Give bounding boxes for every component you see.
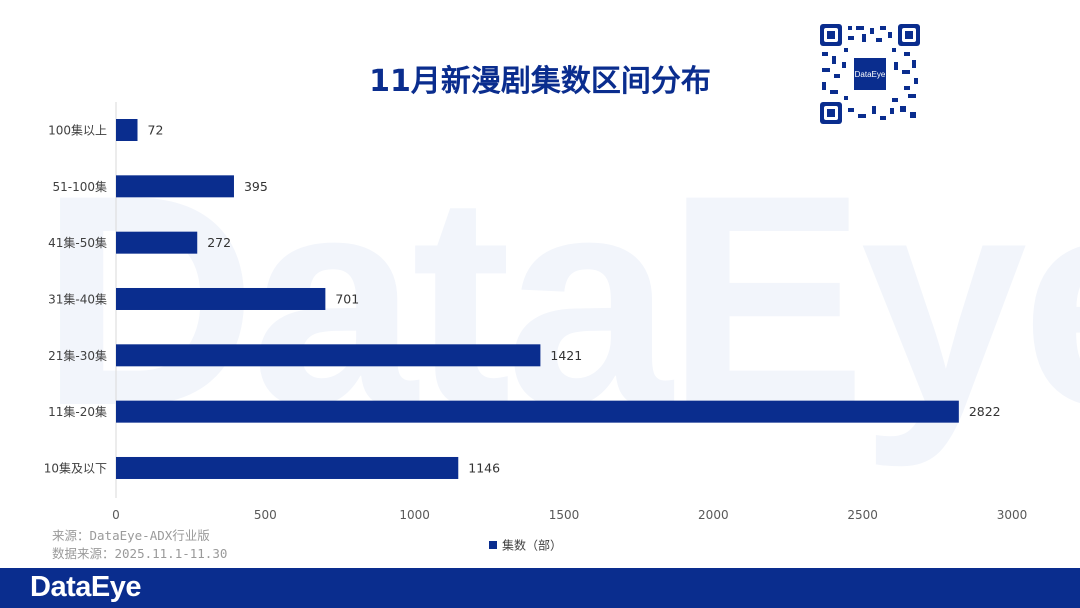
- legend-label: 集数（部）: [502, 538, 562, 553]
- x-tick-label: 1000: [399, 508, 430, 522]
- bar: [116, 175, 234, 198]
- bar: [116, 119, 138, 141]
- bar-chart: 100集以上 72 51-100集 395 41集-50集 272 31集-40集 701 21…: [44, 102, 1028, 553]
- data-label: 1146: [468, 460, 500, 475]
- bar: [116, 400, 959, 423]
- category-label: 21集-30集: [48, 348, 107, 363]
- footer-bar: DataEye: [0, 568, 1080, 608]
- source-note: 来源：DataEye-ADX行业版 数据来源：2025.11.1-11.30: [52, 527, 227, 563]
- x-tick-label: 3000: [997, 508, 1028, 522]
- chart-title: 11月新漫剧集数区间分布: [369, 64, 711, 99]
- category-label: 100集以上: [48, 123, 107, 138]
- data-label: 395: [244, 179, 268, 194]
- bar: [116, 287, 326, 310]
- bar: [116, 456, 459, 479]
- x-tick-label: 1500: [549, 508, 580, 522]
- x-tick-label: 2500: [847, 508, 878, 522]
- source-line: 来源：DataEye-ADX行业版: [52, 528, 210, 543]
- data-label: 701: [335, 291, 359, 306]
- category-label: 10集及以下: [44, 460, 107, 475]
- x-tick-label: 0: [112, 508, 120, 522]
- data-label: 1421: [550, 348, 582, 363]
- qr-center-label: DataEye: [855, 70, 886, 79]
- bar: [116, 231, 198, 254]
- bar: [116, 344, 541, 367]
- source-date-line: 数据来源：2025.11.1-11.30: [52, 546, 228, 561]
- data-label: 272: [207, 235, 231, 250]
- x-tick-label: 2000: [698, 508, 729, 522]
- category-label: 51-100集: [52, 179, 107, 194]
- data-label: 2822: [969, 404, 1001, 419]
- footer-logo: DataEye: [30, 571, 141, 603]
- data-label: 72: [148, 123, 164, 138]
- x-tick-label: 500: [254, 508, 277, 522]
- legend-swatch: [489, 541, 497, 549]
- category-label: 41集-50集: [48, 235, 107, 250]
- category-label: 11集-20集: [48, 404, 107, 419]
- category-label: 31集-40集: [48, 291, 107, 306]
- qr-code: DataEye: [818, 22, 922, 126]
